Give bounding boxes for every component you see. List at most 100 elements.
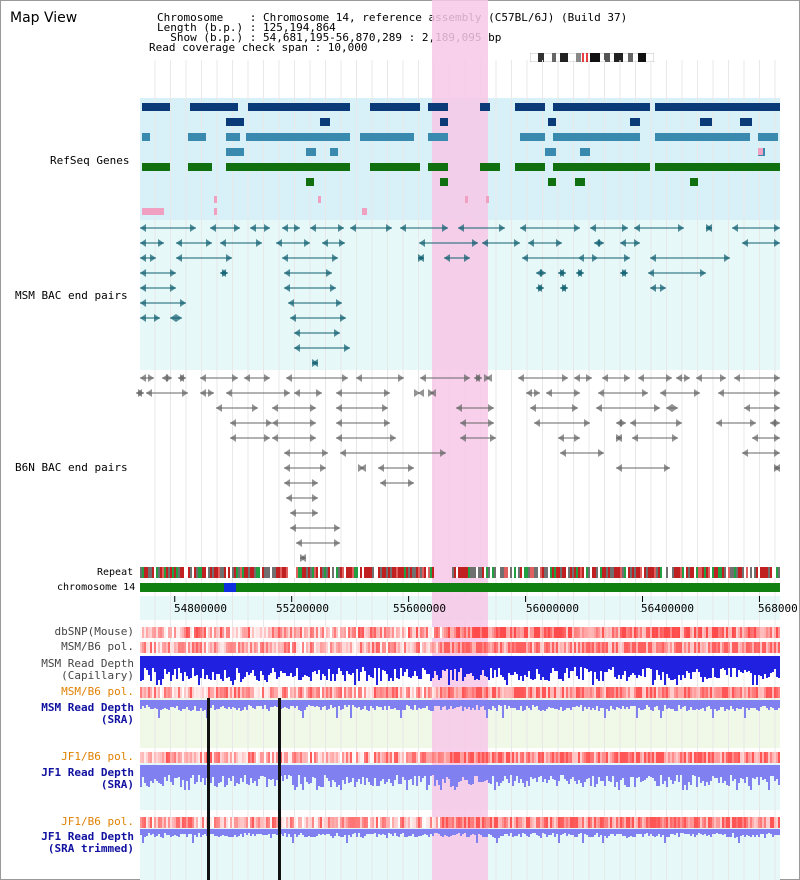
jf1-b6-pol2-cell: [226, 817, 228, 828]
msm-bac-pair-end: [419, 239, 425, 247]
repeat-element: [778, 567, 780, 578]
msm-b6-pol-cell: [182, 642, 184, 653]
msm-depth-capillary-bar: [558, 656, 560, 679]
jf1-depth-sra-bar: [204, 765, 206, 785]
repeat-element: [650, 567, 652, 578]
msm-b6-pol-cell: [268, 642, 270, 653]
msm-depth-capillary-bar: [734, 656, 736, 668]
jf1-depth-sra-bar: [296, 765, 298, 787]
msm-depth-capillary-bar: [300, 656, 302, 680]
dbsnp-density-cell: [700, 627, 702, 638]
jf1-depth-trimmed-bar: [716, 829, 718, 833]
msm-depth-sra-bar: [708, 700, 710, 706]
msm-b6-pol2-cell: [358, 687, 360, 698]
msm-depth-capillary-bar: [518, 656, 520, 680]
jf1-b6-pol-cell: [574, 752, 576, 763]
jf1-b6-pol-cell: [518, 752, 520, 763]
jf1-depth-trimmed-bar: [180, 829, 182, 834]
msm-b6-pol2-cell: [188, 687, 190, 698]
jf1-depth-sra-bar: [386, 765, 388, 782]
jf1-b6-pol-cell: [268, 752, 270, 763]
msm-bac-pair-end: [282, 254, 288, 262]
repeat-element: [520, 567, 522, 578]
jf1-depth-sra-bar: [674, 765, 676, 781]
msm-depth-sra-bar: [768, 700, 770, 710]
msm-b6-pol2-cell: [588, 687, 590, 698]
dbsnp-density-cell: [752, 627, 754, 638]
jf1-b6-pol2-cell: [658, 817, 660, 828]
msm-b6-pol2-cell: [306, 687, 308, 698]
jf1-depth-trimmed-bar: [726, 829, 728, 837]
repeat-element: [710, 567, 712, 578]
jf1-b6-pol-cell: [434, 752, 436, 763]
jf1-b6-pol2-cell: [490, 817, 492, 828]
jf1-depth-sra-bar: [168, 765, 170, 775]
jf1-depth-trimmed-bar: [608, 829, 610, 836]
jf1-depth-sra-bar: [680, 765, 682, 775]
msm-depth-capillary-bar: [360, 656, 362, 672]
msm-b6-pol-cell: [386, 642, 388, 653]
jf1-depth-trimmed-bar: [360, 829, 362, 837]
msm-depth-sra-bar: [634, 700, 636, 706]
msm-b6-pol2-cell: [722, 687, 724, 698]
msm-depth-capillary-bar: [386, 656, 388, 674]
msm-b6-pol-cell: [296, 642, 298, 653]
b6n-bac-pair-end: [526, 389, 532, 397]
msm-b6-pol-cell: [324, 642, 326, 653]
jf1-depth-sra-bar: [564, 765, 566, 779]
dbsnp-density-cell: [682, 627, 684, 638]
jf1-b6-pol-cell: [224, 752, 226, 763]
jf1-depth-trimmed-bar: [288, 829, 290, 834]
b6n-bac-pair-end: [200, 374, 206, 382]
msm-depth-sra-bar: [604, 700, 606, 718]
jf1-b6-pol2-cell: [712, 817, 714, 828]
jf1-depth-trimmed-bar: [590, 829, 592, 837]
msm-b6-pol2-cell: [330, 687, 332, 698]
msm-b6-pol-cell: [222, 642, 224, 653]
jf1-depth-sra-bar: [582, 765, 584, 787]
jf1-b6-pol-cell: [148, 752, 150, 763]
jf1-depth-sra-bar: [302, 765, 304, 790]
jf1-b6-pol-cell: [476, 752, 478, 763]
jf1-b6-pol2-cell: [426, 817, 428, 828]
repeat-element: [474, 567, 476, 578]
msm-bac-pair-end: [310, 224, 316, 232]
msm-b6-pol2-cell: [566, 687, 568, 698]
dbsnp-density-cell: [190, 627, 192, 638]
jf1-depth-trimmed-bar: [554, 829, 556, 837]
dbsnp-density-cell: [698, 627, 700, 638]
msm-b6-pol2-cell: [304, 687, 306, 698]
repeat-element: [270, 567, 272, 578]
jf1-depth-sra-bar: [536, 765, 538, 782]
msm-depth-capillary-bar: [238, 656, 240, 673]
msm-depth-sra-bar: [650, 700, 652, 710]
repeat-element: [750, 567, 752, 578]
jf1-depth-trimmed-bar: [266, 829, 268, 835]
msm-b6-pol2-cell: [514, 687, 516, 698]
msm-depth-capillary-bar: [186, 656, 188, 676]
repeat-element: [360, 567, 362, 578]
dbsnp-density-cell: [506, 627, 508, 638]
msm-depth-sra-bar: [318, 700, 320, 707]
msm-b6-pol-cell: [288, 642, 290, 653]
chromosome-ideogram[interactable]: [530, 53, 654, 62]
jf1-b6-pol-cell: [614, 752, 616, 763]
jf1-b6-pol2-cell: [454, 817, 456, 828]
msm-depth-sra-bar: [500, 700, 502, 706]
msm-b6-pol2-cell: [594, 687, 596, 698]
jf1-depth-sra-bar: [584, 765, 586, 782]
msm-b6-pol2-cell: [638, 687, 640, 698]
jf1-b6-pol-cell: [226, 752, 228, 763]
jf1-b6-pol2-cell: [364, 817, 366, 828]
msm-b6-pol-cell: [462, 642, 464, 653]
msm-depth-sra-bar: [618, 700, 620, 708]
jf1-b6-pol2-cell: [764, 817, 766, 828]
jf1-b6-pol2-cell: [478, 817, 480, 828]
msm-depth-capillary-bar: [622, 656, 624, 675]
jf1-depth-trimmed-bar: [408, 829, 410, 836]
msm-depth-sra-bar: [700, 700, 702, 709]
dbsnp-density-cell: [526, 627, 528, 638]
msm-depth-capillary-bar: [724, 656, 726, 670]
jf1-depth-trimmed-bar: [540, 829, 542, 838]
